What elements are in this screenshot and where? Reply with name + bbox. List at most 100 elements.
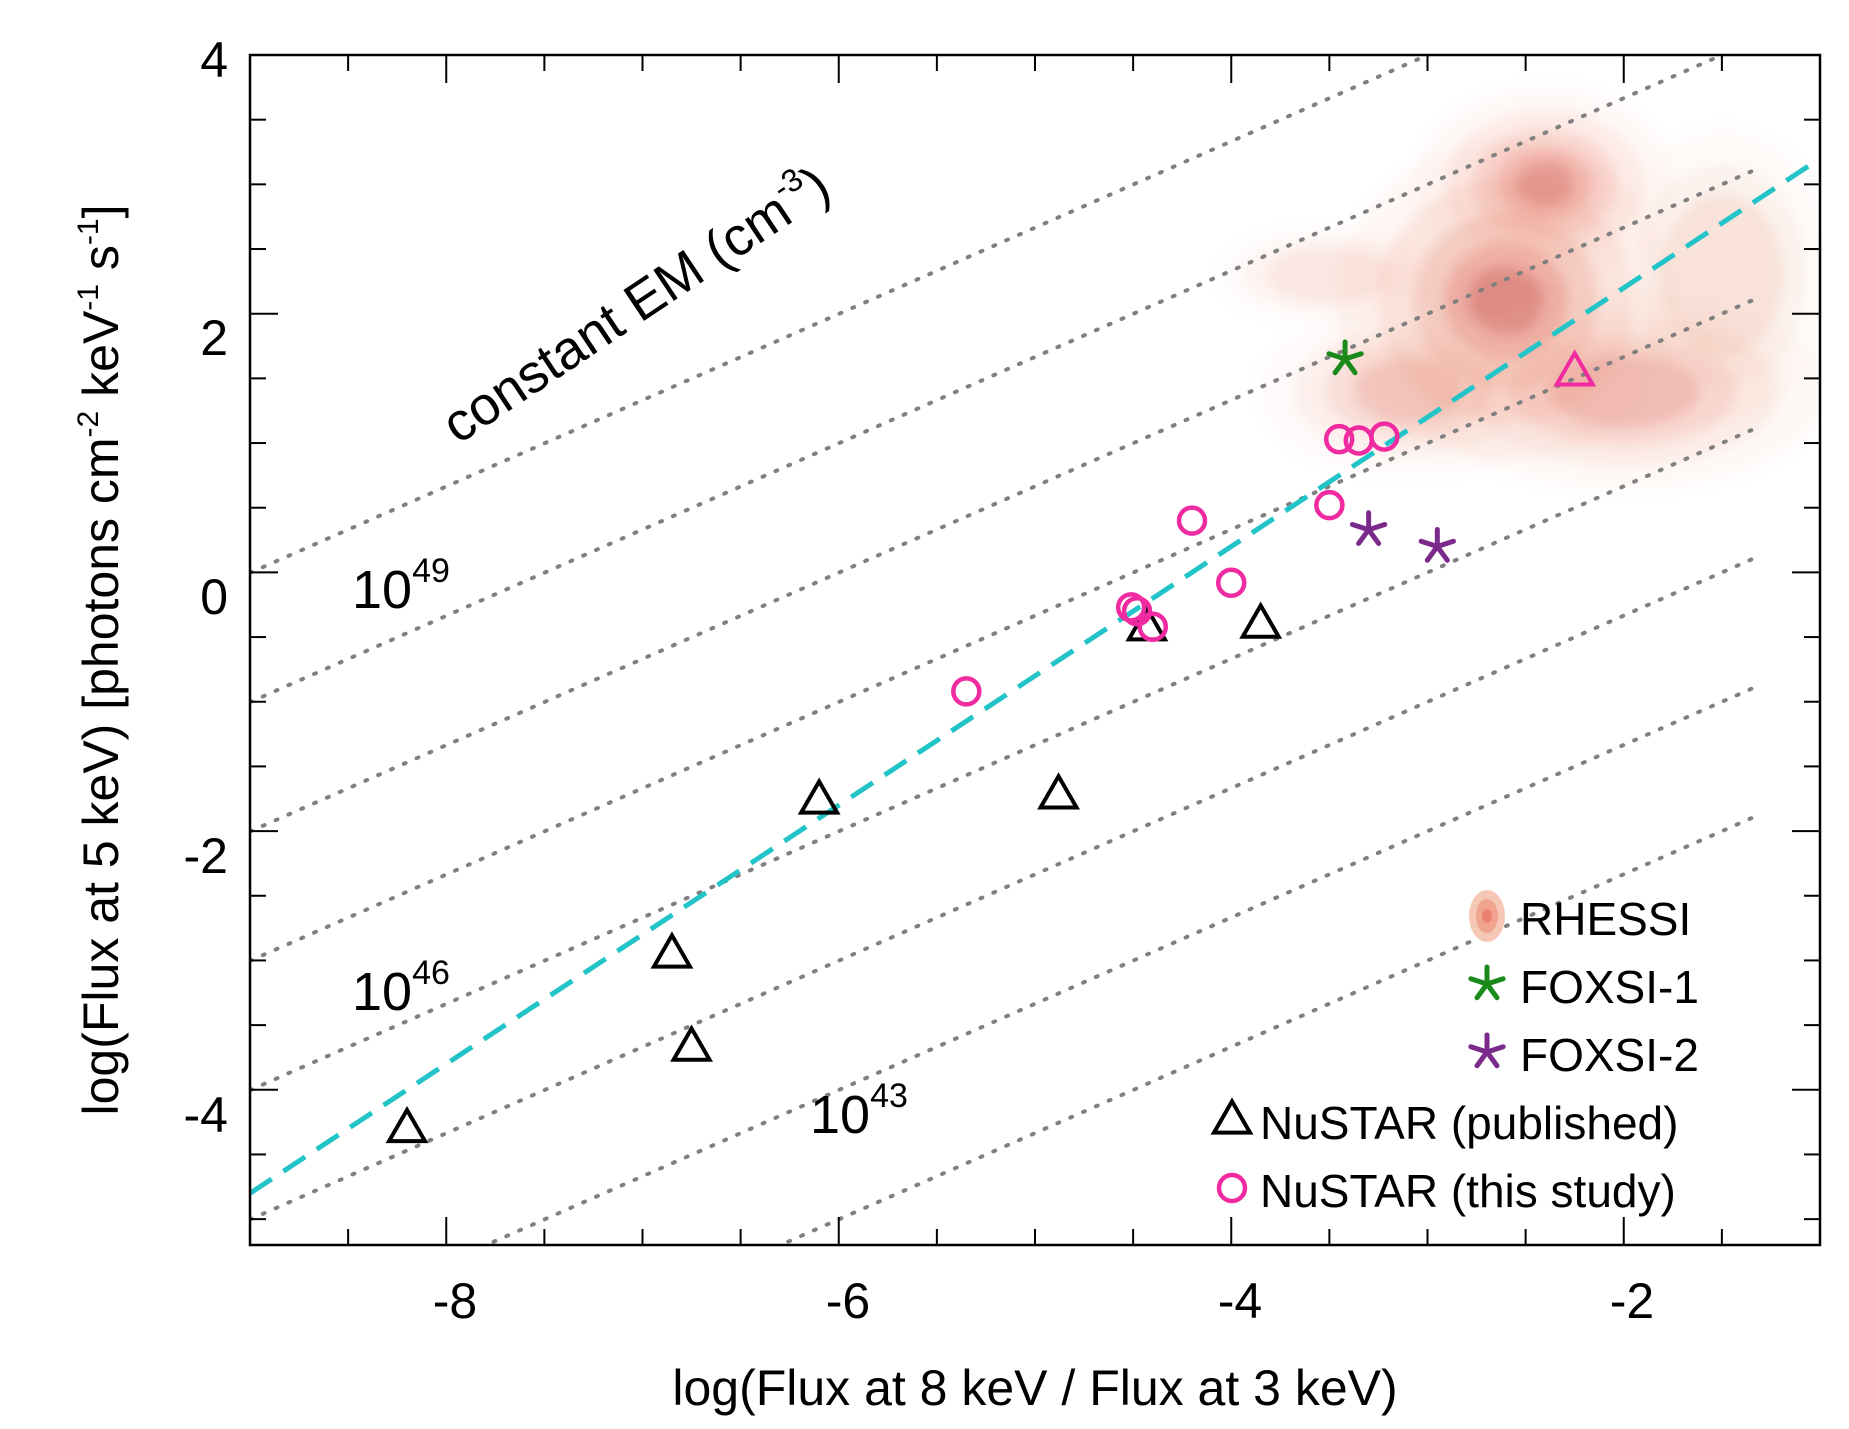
star-arm bbox=[1332, 356, 1348, 376]
point-nustar-this-study bbox=[1216, 567, 1247, 598]
y-tick-label: 4 bbox=[200, 32, 228, 88]
star-arm bbox=[1342, 351, 1364, 362]
constant-em-line bbox=[250, 55, 1727, 705]
legend-markers bbox=[1210, 890, 1506, 1204]
x-tick-label: -6 bbox=[826, 1273, 870, 1329]
em-label-exponent: 43 bbox=[870, 1077, 908, 1115]
y-axis-title-sup: -1 bbox=[72, 284, 105, 311]
y-tick-label: 0 bbox=[200, 569, 228, 625]
point-nustar-published bbox=[1239, 601, 1283, 639]
point-nustar-published bbox=[385, 1105, 429, 1144]
legend-label-nustar-published: NuSTAR (published) bbox=[1260, 1097, 1678, 1149]
star-arm bbox=[1434, 538, 1456, 550]
constant-em-line bbox=[481, 682, 1764, 1245]
legend-label-foxsi-1: FOXSI-1 bbox=[1520, 961, 1699, 1013]
em-label-base: 10 bbox=[352, 962, 412, 1022]
rhessi-density-contour bbox=[1352, 359, 1463, 423]
legend-label-nustar-this-study: NuSTAR (this study) bbox=[1260, 1165, 1676, 1217]
legend-marker-rhessi bbox=[1469, 890, 1505, 942]
fit-line-group bbox=[250, 156, 1820, 1196]
data-points bbox=[385, 339, 1597, 1144]
y-axis-title: log(Flux at 5 keV) [photons cm-2 keV-1 s… bbox=[72, 204, 129, 1115]
legend-marker-nustar-published bbox=[1210, 1097, 1254, 1135]
star-arm bbox=[1474, 981, 1490, 1001]
point-nustar-published bbox=[797, 777, 841, 815]
em-label-base: 10 bbox=[352, 560, 412, 620]
star-arm bbox=[1326, 351, 1348, 362]
point-nustar-this-study bbox=[1137, 611, 1168, 642]
constant-em-title-main: constant EM (cm bbox=[431, 180, 801, 455]
y-axis-title-unit: keV bbox=[73, 310, 129, 411]
constant-em-line bbox=[250, 423, 1764, 1093]
star-arm bbox=[1366, 527, 1382, 546]
constant-em-title: constant EM (cm-3) bbox=[429, 150, 841, 455]
legend-marker-foxsi-1 bbox=[1468, 964, 1506, 1001]
star-arm bbox=[1418, 538, 1440, 550]
constant-em-line bbox=[250, 165, 1764, 834]
legend-label-rhessi: RHESSI bbox=[1520, 893, 1691, 945]
point-foxsi-1 bbox=[1326, 339, 1364, 376]
y-axis-title-end: ] bbox=[73, 204, 129, 218]
constant-em-lines bbox=[250, 55, 1764, 1245]
star-arm bbox=[1484, 1044, 1506, 1055]
point-nustar-this-study bbox=[1323, 423, 1355, 455]
point-nustar-this-study bbox=[1314, 489, 1345, 521]
legend-marker-foxsi-2 bbox=[1468, 1032, 1506, 1069]
point-nustar-published bbox=[650, 931, 694, 969]
x-axis-title: log(Flux at 8 keV / Flux at 3 keV) bbox=[672, 1360, 1397, 1416]
legend-label-foxsi-2: FOXSI-2 bbox=[1520, 1029, 1699, 1081]
star-arm bbox=[1366, 521, 1388, 533]
point-nustar-published bbox=[670, 1024, 714, 1062]
star-arm bbox=[1474, 1049, 1490, 1069]
point-nustar-published bbox=[1037, 772, 1081, 810]
x-tick-label: -8 bbox=[433, 1273, 477, 1329]
constant-em-line bbox=[250, 553, 1764, 1222]
rhessi-density bbox=[1217, 86, 1820, 490]
fit-line bbox=[250, 156, 1820, 1196]
legend-density-core bbox=[1482, 909, 1492, 923]
y-tick-label: -2 bbox=[184, 828, 228, 884]
star-arm bbox=[1484, 981, 1500, 1001]
point-foxsi-2 bbox=[1349, 510, 1388, 546]
em-label-49: 1049 bbox=[352, 552, 450, 620]
x-tick-label: -2 bbox=[1610, 1273, 1654, 1329]
y-tick-label: -4 bbox=[184, 1087, 228, 1143]
star-arm bbox=[1484, 976, 1506, 987]
point-nustar-this-study bbox=[1121, 595, 1153, 627]
star-arm bbox=[1349, 521, 1372, 533]
em-label-46: 1046 bbox=[352, 954, 450, 1022]
point-foxsi-2 bbox=[1418, 527, 1456, 563]
star-arm bbox=[1468, 1044, 1490, 1055]
star-arm bbox=[1484, 1049, 1500, 1069]
rhessi-density-contour bbox=[1267, 247, 1392, 303]
em-label-43: 1043 bbox=[810, 1077, 908, 1145]
y-axis-title-unit: s bbox=[73, 245, 129, 284]
rhessi-density-contour bbox=[1660, 193, 1784, 357]
constant-em-line bbox=[250, 55, 1433, 575]
y-tick-label: 2 bbox=[200, 310, 228, 366]
em-label-exponent: 46 bbox=[412, 954, 450, 992]
constant-em-line bbox=[250, 294, 1764, 963]
star-arm bbox=[1424, 544, 1440, 563]
em-label-base: 10 bbox=[810, 1085, 870, 1145]
point-nustar-this-study bbox=[1369, 421, 1400, 452]
y-axis-title-main: log(Flux at 5 keV) [photons cm bbox=[73, 437, 129, 1115]
star-arm bbox=[1342, 356, 1358, 376]
y-axis-title-sup: -1 bbox=[72, 218, 105, 245]
legend: RHESSI FOXSI-1 FOXSI-2 NuSTAR (published… bbox=[1210, 890, 1699, 1217]
rhessi-density-map bbox=[1217, 86, 1820, 490]
star-arm bbox=[1434, 544, 1450, 563]
rhessi-density-contour bbox=[1516, 162, 1575, 207]
point-nustar-this-study bbox=[1176, 505, 1208, 536]
y-axis-title-sup: -2 bbox=[72, 411, 105, 438]
constant-em-line bbox=[775, 811, 1764, 1245]
point-nustar-this-study bbox=[951, 676, 982, 707]
em-label-exponent: 49 bbox=[412, 552, 450, 590]
legend-marker-nustar-this-study bbox=[1216, 1172, 1248, 1204]
axis-ticks bbox=[250, 55, 1820, 1245]
star-arm bbox=[1356, 527, 1372, 546]
point-nustar-published-highlight bbox=[1553, 349, 1597, 387]
x-tick-label: -4 bbox=[1218, 1273, 1262, 1329]
star-arm bbox=[1468, 976, 1490, 987]
